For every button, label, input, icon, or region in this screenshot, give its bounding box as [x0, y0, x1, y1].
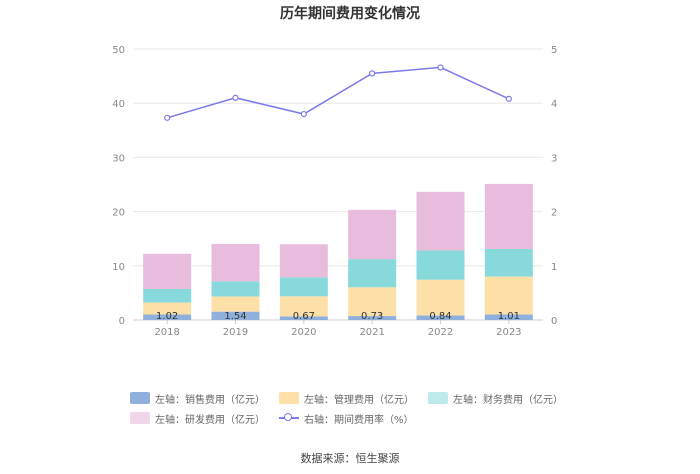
- bar-segment-2-2020: [279, 277, 328, 297]
- legend-item-rnd[interactable]: 左轴：研发费用（亿元）: [130, 411, 265, 426]
- bar-series: [143, 183, 533, 320]
- legend-item-finance[interactable]: 左轴：财务费用（亿元）: [428, 391, 563, 406]
- bar-segment-0-2021: [348, 316, 397, 320]
- bar-segment-2-2019: [211, 281, 260, 297]
- data-labels: 1.02 1.54 0.67 0.73 0.84 1.01: [156, 311, 520, 322]
- legend-label-finance: 左轴：财务费用（亿元）: [453, 394, 563, 406]
- bar-segment-3-2023: [484, 183, 533, 249]
- rate-line-series: [164, 64, 512, 121]
- right-tick-label: 0: [551, 316, 557, 327]
- left-tick-label: 10: [112, 262, 125, 273]
- right-tick-label: 5: [551, 45, 557, 56]
- grid-lines: [133, 48, 543, 321]
- left-axis: 0 10 20 30 40 50: [112, 45, 125, 327]
- bar-segment-1-2019: [211, 296, 260, 312]
- legend-row-2: 左轴：研发费用（亿元） 右轴：期间费用率（%）: [130, 408, 580, 428]
- right-tick-label: 3: [551, 153, 557, 164]
- legend-line-icon: [279, 412, 299, 424]
- bar-segment-0-2023: [484, 314, 533, 320]
- x-axis: 2018 2019 2020 2021 2022 2023: [154, 320, 522, 338]
- chart-title: 历年期间费用变化情况: [280, 5, 420, 22]
- bar-segment-1-2021: [348, 287, 397, 317]
- left-tick-label: 40: [112, 99, 125, 110]
- bar-segment-3-2022: [416, 191, 465, 251]
- data-label-2021: 0.73: [361, 311, 383, 322]
- legend-swatch-rnd: [130, 412, 150, 424]
- legend-label-rate: 右轴：期间费用率（%）: [304, 414, 414, 426]
- right-tick-label: 1: [551, 262, 557, 273]
- left-tick-label: 50: [112, 45, 125, 56]
- bar-segment-0-2020: [279, 316, 328, 320]
- bar-segment-2-2022: [416, 250, 465, 280]
- legend-row-1: 左轴：销售费用（亿元） 左轴：管理费用（亿元） 左轴：财务费用（亿元）: [130, 388, 580, 408]
- source-note: 数据来源：恒生聚源: [300, 452, 400, 465]
- x-tick-label: 2022: [428, 327, 453, 338]
- legend-item-admin[interactable]: 左轴：管理费用（亿元）: [279, 391, 414, 406]
- bar-segment-3-2020: [279, 244, 328, 278]
- bar-segment-2-2021: [348, 259, 397, 288]
- data-label-2022: 0.84: [429, 311, 451, 322]
- legend-swatch-admin: [279, 392, 299, 404]
- rate-point-2020: [300, 110, 307, 118]
- rate-line: [166, 66, 510, 119]
- x-tick-label: 2023: [496, 327, 521, 338]
- data-label-2018: 1.02: [156, 311, 178, 322]
- x-tick-label: 2018: [154, 327, 179, 338]
- legend-item-rate[interactable]: 右轴：期间费用率（%）: [279, 411, 414, 426]
- legend-item-sales[interactable]: 左轴：销售费用（亿元）: [130, 391, 265, 406]
- x-tick-label: 2021: [359, 327, 384, 338]
- bar-segment-2-2023: [484, 248, 533, 277]
- bar-segment-0-2022: [416, 315, 465, 320]
- legend-label-rnd: 左轴：研发费用（亿元）: [155, 414, 265, 426]
- bar-segment-1-2023: [484, 276, 533, 315]
- bar-segment-3-2019: [211, 243, 260, 282]
- rate-point-2023: [505, 95, 512, 102]
- bar-segment-0-2019: [211, 311, 260, 320]
- rate-point-2018: [164, 114, 171, 121]
- bar-segment-1-2022: [416, 279, 465, 316]
- rate-point-2019: [232, 94, 239, 101]
- legend-label-sales: 左轴：销售费用（亿元）: [155, 394, 265, 406]
- data-label-2019: 1.54: [224, 311, 246, 322]
- right-tick-label: 4: [551, 99, 557, 110]
- rate-point-2022: [437, 64, 444, 71]
- left-tick-label: 30: [112, 153, 125, 164]
- legend: 左轴：销售费用（亿元） 左轴：管理费用（亿元） 左轴：财务费用（亿元） 左轴：研…: [130, 388, 580, 428]
- bar-segment-1-2020: [279, 296, 328, 317]
- x-tick-label: 2020: [291, 327, 316, 338]
- legend-label-admin: 左轴：管理费用（亿元）: [304, 394, 414, 406]
- bar-segment-2-2018: [143, 288, 192, 303]
- bar-segment-0-2018: [143, 314, 192, 320]
- left-tick-label: 20: [112, 208, 125, 219]
- x-tick-label: 2019: [223, 327, 248, 338]
- rate-point-2021: [369, 70, 376, 77]
- left-tick-label: 0: [119, 316, 125, 327]
- bar-segment-3-2021: [348, 209, 397, 260]
- bar-segment-1-2018: [143, 302, 192, 315]
- legend-swatch-finance: [428, 392, 448, 404]
- data-label-2020: 0.67: [293, 311, 315, 322]
- data-label-2023: 1.01: [498, 311, 520, 322]
- right-axis: 0 1 2 3 4 5: [551, 45, 557, 327]
- bar-segment-3-2018: [143, 253, 192, 289]
- right-tick-label: 2: [551, 208, 557, 219]
- legend-swatch-sales: [130, 392, 150, 404]
